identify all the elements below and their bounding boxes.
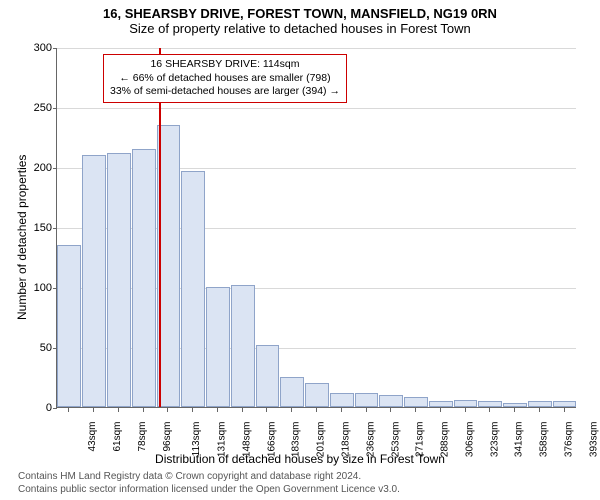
- x-axis-ticks: 43sqm61sqm78sqm96sqm113sqm131sqm148sqm16…: [56, 408, 576, 458]
- histogram-bar: [82, 155, 106, 407]
- histogram-bar: [478, 401, 502, 407]
- x-tick-label: 78sqm: [137, 422, 148, 452]
- x-tick-mark: [93, 408, 94, 412]
- histogram-bar: [206, 287, 230, 407]
- x-tick-label: 43sqm: [87, 422, 98, 452]
- annotation-line: 16 SHEARSBY DRIVE: 114sqm: [110, 58, 340, 72]
- histogram-bar: [429, 401, 453, 407]
- x-tick-mark: [167, 408, 168, 412]
- histogram-bar: [57, 245, 81, 407]
- x-tick-mark: [514, 408, 515, 412]
- plot-area: 16 SHEARSBY DRIVE: 114sqm← 66% of detach…: [56, 48, 576, 408]
- histogram-bar: [107, 153, 131, 407]
- page-subtitle: Size of property relative to detached ho…: [0, 21, 600, 40]
- y-axis-label: Number of detached properties: [15, 155, 29, 320]
- x-tick-mark: [192, 408, 193, 412]
- x-axis-label: Distribution of detached houses by size …: [0, 452, 600, 466]
- gridline: [57, 48, 576, 49]
- histogram-bar: [454, 400, 478, 407]
- x-tick-mark: [390, 408, 391, 412]
- histogram-bar: [231, 285, 255, 407]
- x-tick-label: 96sqm: [162, 422, 173, 452]
- histogram-bar: [132, 149, 156, 407]
- annotation-line: 33% of semi-detached houses are larger (…: [110, 85, 340, 99]
- footer-line-1: Contains HM Land Registry data © Crown c…: [18, 471, 400, 484]
- histogram-bar: [404, 397, 428, 407]
- y-tick-label: 250: [12, 102, 52, 114]
- annotation-box: 16 SHEARSBY DRIVE: 114sqm← 66% of detach…: [103, 54, 347, 103]
- histogram-bar: [181, 171, 205, 407]
- footer-line-2: Contains public sector information licen…: [18, 484, 400, 497]
- x-tick-mark: [68, 408, 69, 412]
- histogram-bar: [305, 383, 329, 407]
- x-tick-mark: [341, 408, 342, 412]
- x-tick-mark: [316, 408, 317, 412]
- histogram-bar: [379, 395, 403, 407]
- histogram-bar: [256, 345, 280, 407]
- x-tick-mark: [465, 408, 466, 412]
- histogram-bar: [330, 393, 354, 407]
- page-title: 16, SHEARSBY DRIVE, FOREST TOWN, MANSFIE…: [0, 0, 600, 21]
- x-tick-mark: [564, 408, 565, 412]
- x-tick-mark: [143, 408, 144, 412]
- x-tick-mark: [489, 408, 490, 412]
- footer-attribution: Contains HM Land Registry data © Crown c…: [18, 471, 400, 496]
- x-tick-mark: [217, 408, 218, 412]
- annotation-line: ← 66% of detached houses are smaller (79…: [110, 72, 340, 86]
- y-tick-label: 0: [12, 402, 52, 414]
- x-tick-mark: [440, 408, 441, 412]
- x-tick-mark: [266, 408, 267, 412]
- histogram-bar: [528, 401, 552, 407]
- x-tick-mark: [242, 408, 243, 412]
- gridline: [57, 108, 576, 109]
- y-tick-label: 50: [12, 342, 52, 354]
- x-tick-label: 61sqm: [112, 422, 123, 452]
- x-tick-mark: [539, 408, 540, 412]
- histogram-bar: [553, 401, 577, 407]
- histogram-bar: [280, 377, 304, 407]
- x-tick-mark: [118, 408, 119, 412]
- x-tick-mark: [366, 408, 367, 412]
- histogram-bar: [355, 393, 379, 407]
- chart: 16 SHEARSBY DRIVE: 114sqm← 66% of detach…: [56, 48, 576, 408]
- x-tick-mark: [291, 408, 292, 412]
- histogram-bar: [503, 403, 527, 407]
- y-tick-label: 300: [12, 42, 52, 54]
- x-tick-mark: [415, 408, 416, 412]
